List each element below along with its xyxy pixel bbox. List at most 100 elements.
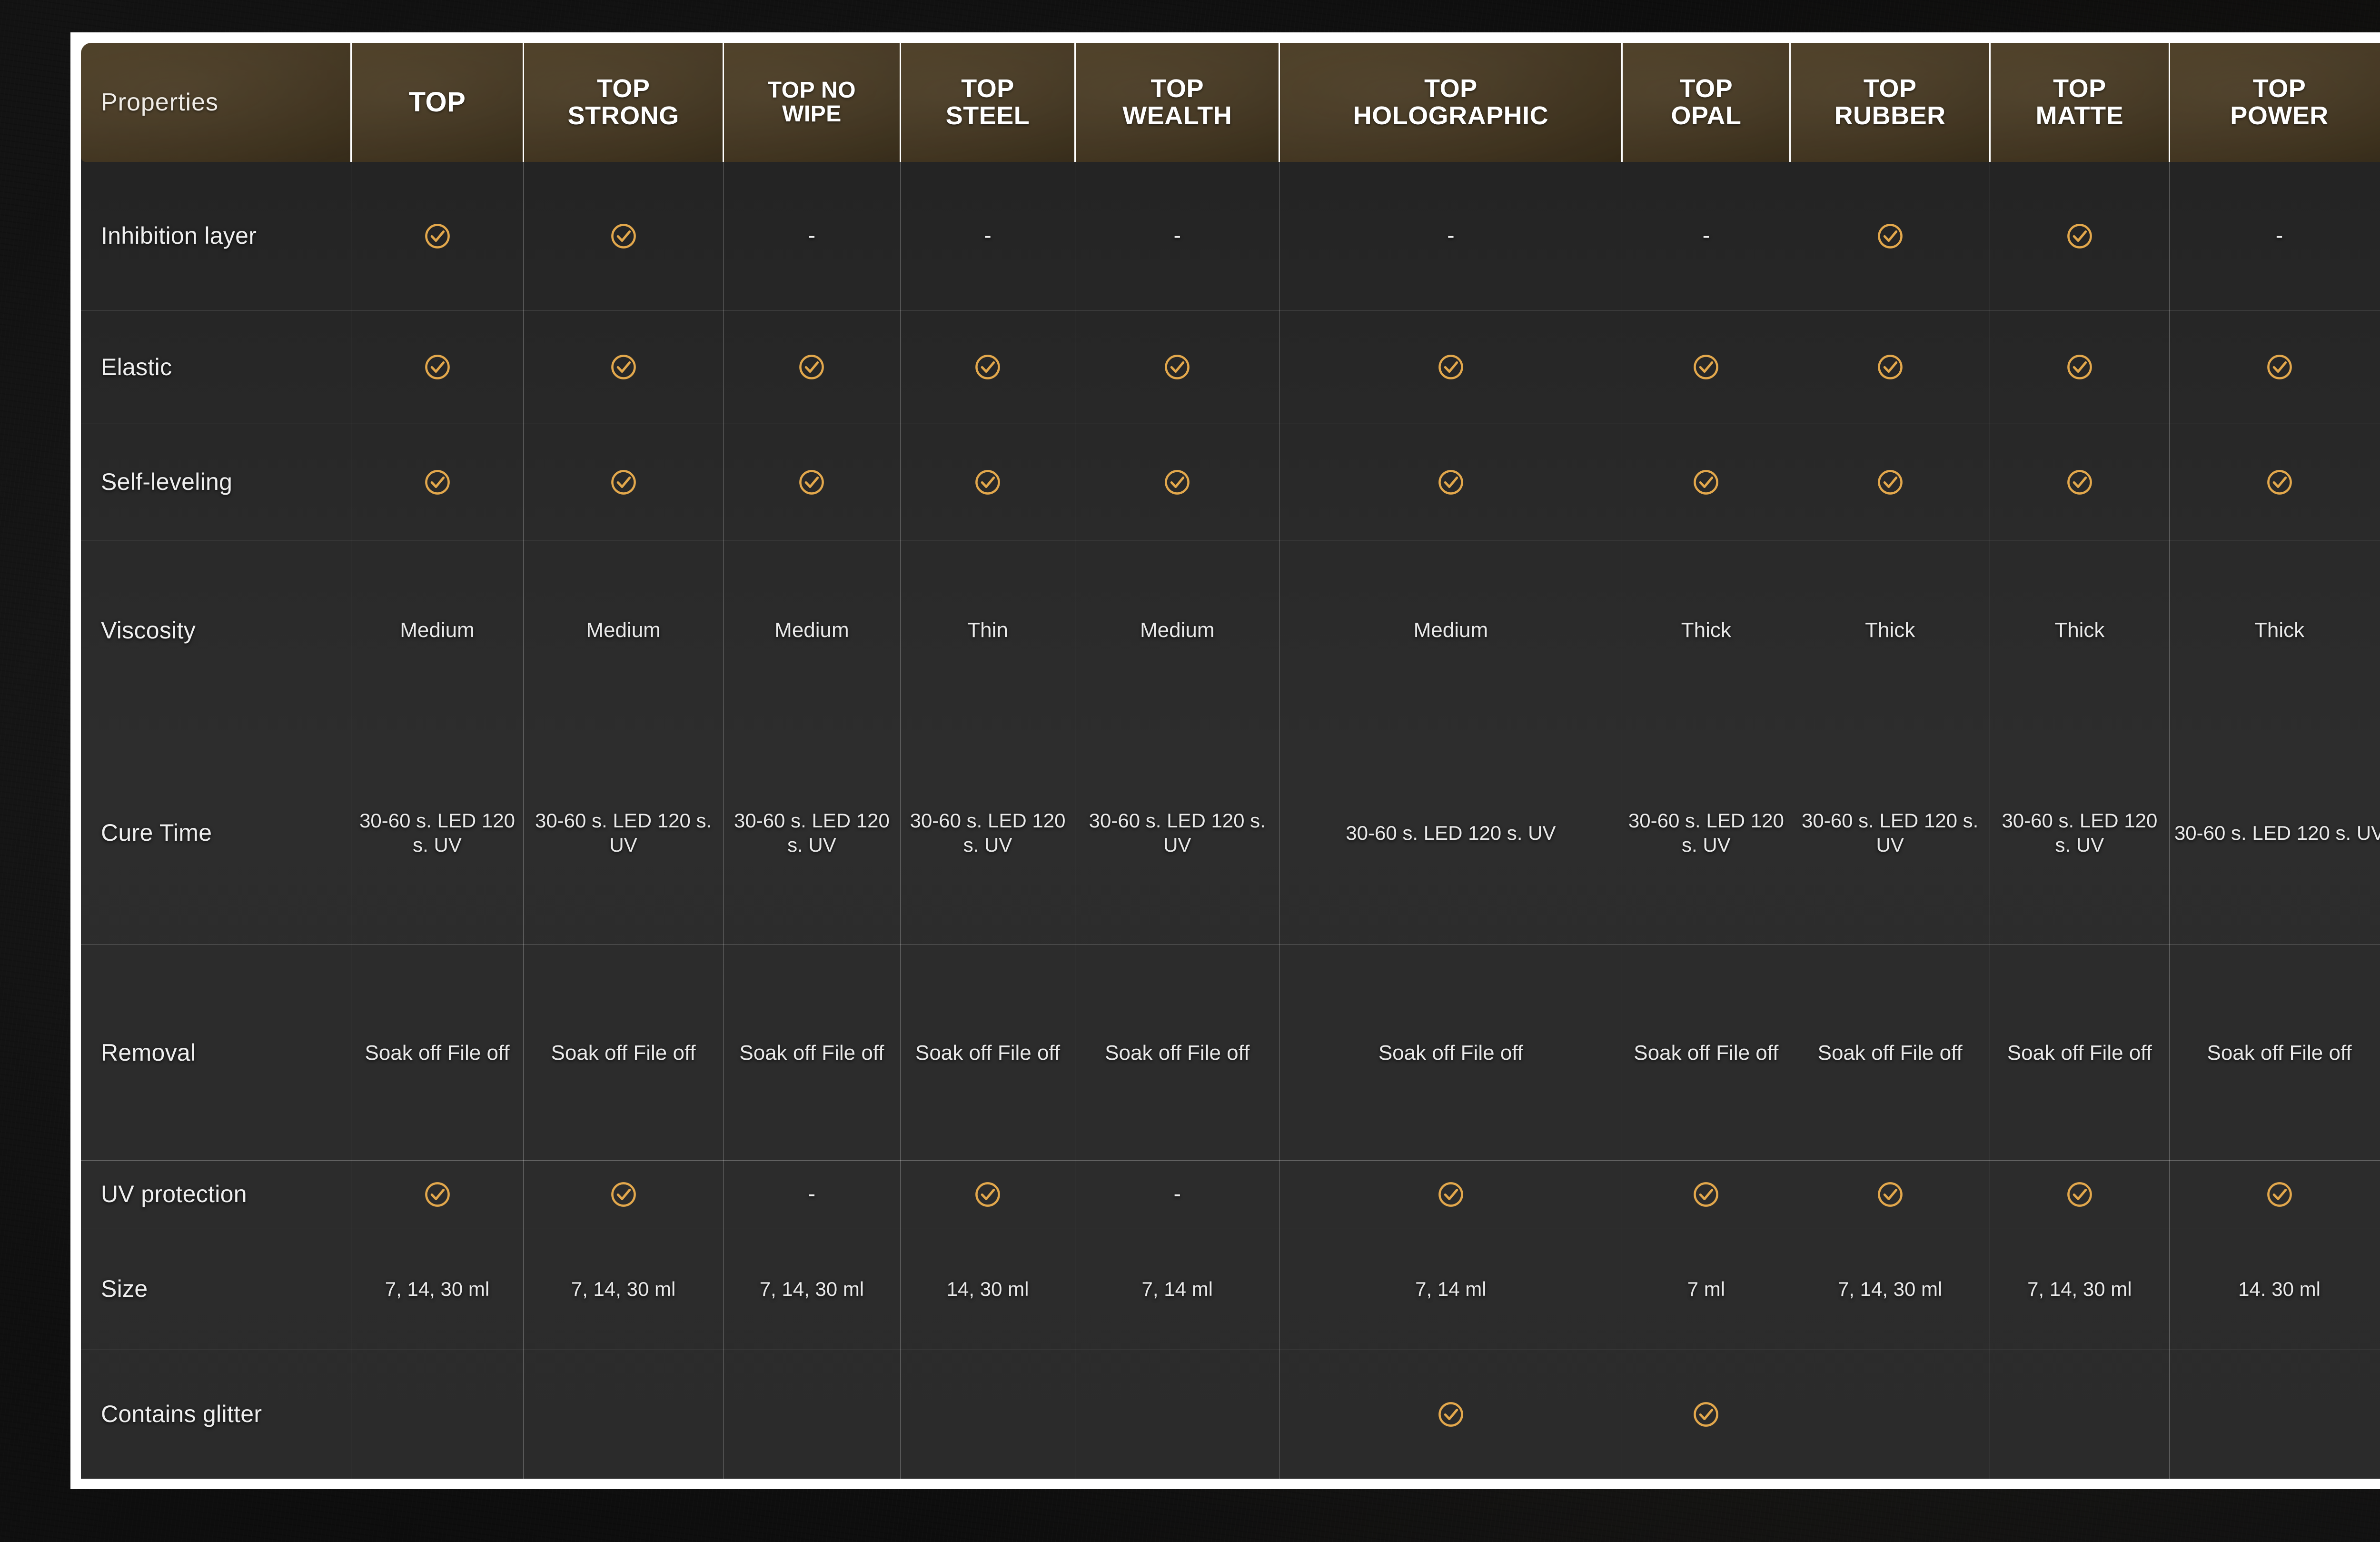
cell-inhibition-layer-top-power: - — [2169, 162, 2380, 311]
cell-contains-glitter-top — [351, 1349, 524, 1479]
cell-removal-top: Soak off File off — [351, 945, 524, 1161]
check-circle-icon — [1876, 468, 1904, 496]
cell-uv-protection-top-strong — [523, 1160, 724, 1228]
cell-size-top-power: 14. 30 ml — [2169, 1227, 2380, 1350]
column-header-line: TOP — [961, 74, 1014, 103]
cell-removal-top-opal: Soak off File off — [1622, 945, 1791, 1161]
cell-elastic-top-steel — [900, 310, 1076, 424]
table-row-uv-protection: UV protection - - — [81, 1160, 2380, 1228]
cell-contains-glitter-top-rubber — [1790, 1349, 1990, 1479]
cell-cure-time-top-wealth: 30-60 s. LED 120 s. UV — [1075, 720, 1280, 945]
product-comparison-table: Properties TOP TOP STRONG TOP NO WIPE TOP STEEL… — [81, 43, 2380, 1479]
cell-viscosity-top: Medium — [351, 539, 524, 721]
check-circle-icon — [1692, 468, 1720, 496]
check-circle-icon — [1163, 468, 1191, 496]
cell-inhibition-layer-top-steel: - — [900, 162, 1076, 311]
row-label-cure-time: Cure Time — [81, 720, 351, 945]
check-circle-icon — [974, 1181, 1002, 1208]
cell-inhibition-layer-top-matte — [1990, 162, 2170, 311]
check-circle-icon — [1437, 1181, 1465, 1208]
check-circle-icon — [974, 468, 1002, 496]
cell-elastic-top-wealth — [1075, 310, 1280, 424]
cell-contains-glitter-top-matte — [1990, 1349, 2170, 1479]
cell-self-leveling-top-steel — [900, 423, 1076, 540]
cell-self-leveling-top-strong — [523, 423, 724, 540]
cell-contains-glitter-top-no-wipe — [723, 1349, 901, 1479]
row-label-inhibition-layer: Inhibition layer — [81, 162, 351, 311]
not-available-dash: - — [2275, 222, 2283, 248]
cell-uv-protection-top-no-wipe: - — [723, 1160, 901, 1228]
column-header-top-strong: TOP STRONG — [523, 43, 724, 162]
cell-size-top-no-wipe: 7, 14, 30 ml — [723, 1227, 901, 1350]
table-row-inhibition-layer: Inhibition layer------- — [81, 162, 2380, 311]
column-header-top: TOP — [351, 43, 525, 162]
check-circle-icon — [1692, 1181, 1720, 1208]
cell-size-top-strong: 7, 14, 30 ml — [523, 1227, 724, 1350]
not-available-dash: - — [1173, 1181, 1181, 1206]
cell-elastic-top — [351, 310, 524, 424]
column-header-line: WEALTH — [1122, 101, 1232, 130]
row-label-uv-protection: UV protection — [81, 1160, 351, 1228]
cell-viscosity-top-no-wipe: Medium — [723, 539, 901, 721]
check-circle-icon — [610, 1181, 637, 1208]
column-header-line: TOP — [1679, 74, 1733, 103]
column-header-line: TOP — [596, 74, 650, 103]
cell-self-leveling-top-wealth — [1075, 423, 1280, 540]
check-circle-icon — [2266, 1181, 2293, 1208]
cell-viscosity-top-matte: Thick — [1990, 539, 2170, 721]
check-circle-icon — [2266, 353, 2293, 381]
cell-cure-time-top: 30-60 s. LED 120 s. UV — [351, 720, 524, 945]
check-circle-icon — [1437, 1401, 1465, 1428]
row-label-viscosity: Viscosity — [81, 539, 351, 721]
cell-uv-protection-top-power — [2169, 1160, 2380, 1228]
column-header-line: TOP — [1424, 74, 1478, 103]
column-header-top-steel: TOP STEEL — [900, 43, 1076, 162]
cell-removal-top-no-wipe: Soak off File off — [723, 945, 901, 1161]
column-header-line: TOP — [2252, 74, 2306, 103]
cell-self-leveling-top-power — [2169, 423, 2380, 540]
not-available-dash: - — [1702, 222, 1710, 248]
table-row-contains-glitter: Contains glitter — [81, 1349, 2380, 1479]
cell-inhibition-layer-top-no-wipe: - — [723, 162, 901, 311]
column-header-line: TOP NO — [767, 77, 856, 103]
cell-uv-protection-top-steel — [900, 1160, 1076, 1228]
table-row-elastic: Elastic — [81, 310, 2380, 424]
check-circle-icon — [1437, 468, 1465, 496]
cell-cure-time-top-opal: 30-60 s. LED 120 s. UV — [1622, 720, 1791, 945]
cell-contains-glitter-top-holographic — [1279, 1349, 1623, 1479]
table-row-cure-time: Cure Time 30-60 s. LED 120 s. UV 30-60 s. … — [81, 720, 2380, 945]
cell-contains-glitter-top-opal — [1622, 1349, 1791, 1479]
cell-size-top: 7, 14, 30 ml — [351, 1227, 524, 1350]
check-circle-icon — [1876, 222, 1904, 250]
cell-size-top-matte: 7, 14, 30 ml — [1990, 1227, 2170, 1350]
cell-cure-time-top-power: 30-60 s. LED 120 s. UV — [2169, 720, 2380, 945]
table-row-size: Size 7, 14, 30 ml 7, 14, 30 ml 7, 14, 30 ml… — [81, 1227, 2380, 1350]
not-available-dash: - — [1173, 222, 1181, 248]
column-header-top-power: TOP POWER — [2169, 43, 2380, 162]
column-header-top-holographic: TOP HOLOGRAPHIC — [1279, 43, 1623, 162]
check-circle-icon — [798, 353, 825, 381]
check-circle-icon — [1437, 353, 1465, 381]
cell-viscosity-top-wealth: Medium — [1075, 539, 1280, 721]
cell-viscosity-top-strong: Medium — [523, 539, 724, 721]
not-available-dash: - — [808, 1181, 816, 1206]
column-header-line: RUBBER — [1834, 101, 1946, 130]
cell-removal-top-power: Soak off File off — [2169, 945, 2380, 1161]
check-circle-icon — [2266, 468, 2293, 496]
column-header-line: STRONG — [567, 101, 679, 130]
table-row-removal: Removal Soak off File off Soak off File of… — [81, 945, 2380, 1161]
cell-self-leveling-top-opal — [1622, 423, 1791, 540]
cell-cure-time-top-strong: 30-60 s. LED 120 s. UV — [523, 720, 724, 945]
not-available-dash: - — [984, 222, 992, 248]
cell-uv-protection-top — [351, 1160, 524, 1228]
check-circle-icon — [2066, 1181, 2093, 1208]
cell-elastic-top-power — [2169, 310, 2380, 424]
check-circle-icon — [2066, 353, 2093, 381]
table-row-self-leveling: Self-leveling — [81, 423, 2380, 540]
cell-elastic-top-holographic — [1279, 310, 1623, 424]
column-header-line: HOLOGRAPHIC — [1353, 101, 1549, 130]
cell-inhibition-layer-top-opal: - — [1622, 162, 1791, 311]
cell-uv-protection-top-holographic — [1279, 1160, 1623, 1228]
check-circle-icon — [1163, 353, 1191, 381]
cell-inhibition-layer-top-wealth: - — [1075, 162, 1280, 311]
